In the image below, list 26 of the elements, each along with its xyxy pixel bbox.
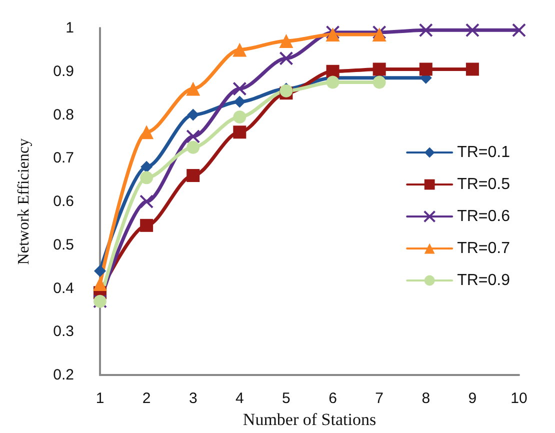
- x-tick-label: 3: [188, 390, 198, 408]
- y-tick-label: 0.4: [53, 280, 74, 297]
- y-tick-label: 0.2: [53, 366, 74, 384]
- x-tick-label: 5: [282, 390, 290, 408]
- legend-label: TR=0.1: [457, 144, 510, 161]
- y-tick-label: 0.3: [53, 323, 74, 340]
- x-tick-label: 7: [375, 390, 384, 408]
- x-axis-title: Number of Stations: [242, 410, 376, 429]
- y-tick-label: 0.7: [53, 150, 74, 167]
- x-tick-label: 6: [328, 390, 337, 408]
- y-tick-label: 1: [66, 20, 74, 36]
- legend-label: TR=0.5: [457, 176, 510, 193]
- x-tick-label: 8: [422, 390, 430, 408]
- x-tick-label: 2: [142, 390, 151, 408]
- legend-label: TR=0.7: [457, 240, 510, 257]
- legend-label: TR=0.6: [457, 208, 510, 225]
- x-tick-label: 1: [96, 390, 104, 408]
- x-tick-label: 10: [510, 390, 528, 408]
- y-tick-label: 0.6: [53, 193, 74, 210]
- y-axis-title: Network Efficiency: [16, 138, 32, 265]
- y-tick-label: 0.9: [53, 62, 74, 80]
- x-tick-label: 4: [235, 390, 244, 408]
- y-tick-label: 0.5: [53, 236, 74, 254]
- x-tick-label: 9: [468, 390, 477, 408]
- y-tick-label: 0.8: [53, 106, 74, 124]
- legend-label: TR=0.9: [457, 272, 510, 289]
